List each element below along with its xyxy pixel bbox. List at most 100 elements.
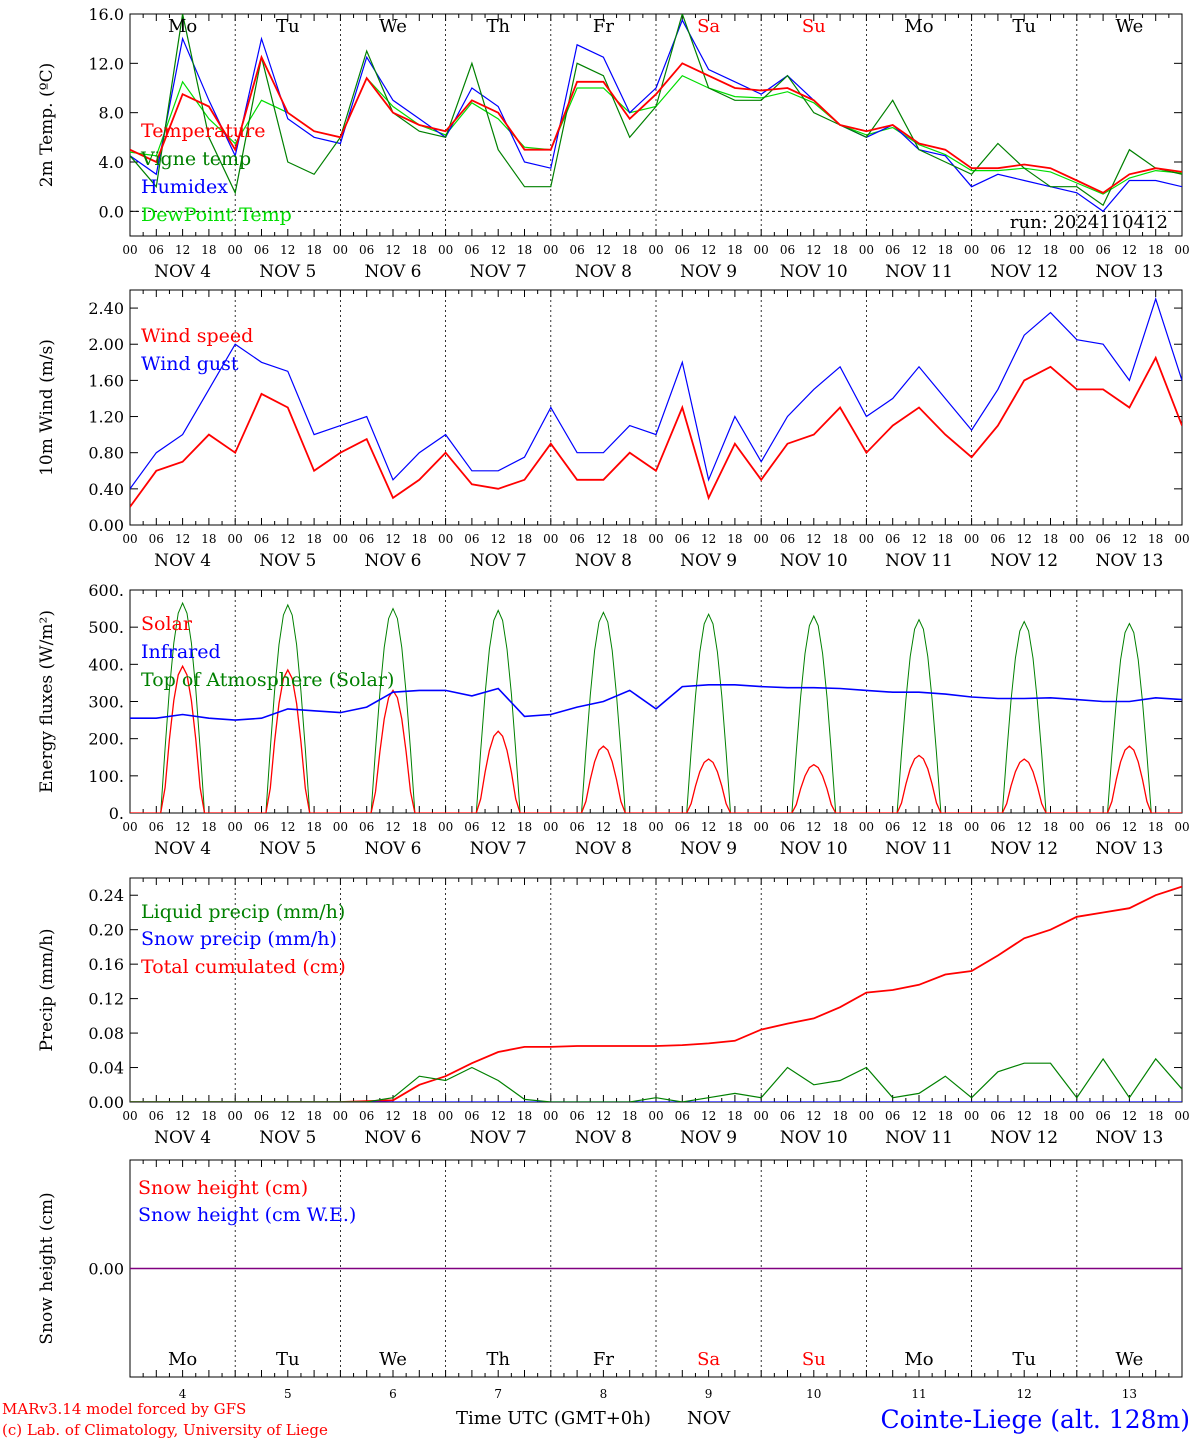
hour-tick-label: 12: [491, 532, 506, 546]
x-axis-month: NOV: [687, 1408, 731, 1429]
day-label: NOV 7: [470, 262, 527, 282]
hour-tick-label: 12: [280, 820, 295, 834]
weekday-label-top: Fr: [593, 16, 614, 37]
hour-tick-label: 06: [675, 1109, 690, 1123]
hour-tick-label: 06: [1095, 1109, 1110, 1123]
hour-tick-label: 00: [1069, 1109, 1084, 1123]
hour-tick-label: 00: [754, 820, 769, 834]
hour-tick-label: 18: [727, 820, 742, 834]
hour-tick-label: 00: [648, 243, 663, 257]
hour-tick-label: 12: [701, 532, 716, 546]
day-label: NOV 9: [680, 551, 737, 571]
day-number-label: 8: [600, 1387, 608, 1401]
hour-tick-label: 06: [464, 243, 479, 257]
hour-tick-label: 18: [622, 243, 637, 257]
hour-tick-label: 06: [885, 820, 900, 834]
day-label: NOV 13: [1095, 839, 1163, 859]
hour-tick-label: 18: [938, 532, 953, 546]
y-tick-label: 0.00: [88, 1093, 124, 1112]
hour-tick-label: 06: [1095, 532, 1110, 546]
legend-entry: Snow height (cm W.E.): [138, 1204, 356, 1226]
hour-tick-label: 00: [1069, 532, 1084, 546]
day-label: NOV 10: [780, 551, 848, 571]
hour-tick-label: 00: [122, 532, 137, 546]
day-number-label: 5: [284, 1387, 292, 1401]
y-tick-label: 1.20: [88, 408, 124, 427]
hour-tick-label: 06: [149, 243, 164, 257]
weekday-label-top: Su: [802, 16, 826, 37]
hour-tick-label: 00: [438, 820, 453, 834]
hour-tick-label: 06: [780, 532, 795, 546]
y-tick-label: 0.08: [88, 1024, 124, 1043]
hour-tick-label: 18: [517, 532, 532, 546]
hour-tick-label: 12: [701, 820, 716, 834]
hour-tick-label: 00: [543, 820, 558, 834]
hour-tick-label: 00: [859, 820, 874, 834]
series-line-humidex: [130, 18, 1182, 213]
hour-tick-label: 12: [280, 1109, 295, 1123]
day-label: NOV 7: [470, 1128, 527, 1148]
y-tick-label: 300.: [88, 693, 124, 712]
day-label: NOV 6: [364, 839, 421, 859]
day-label: NOV 12: [990, 262, 1058, 282]
hour-tick-label: 12: [911, 820, 926, 834]
hour-tick-label: 12: [385, 532, 400, 546]
hour-tick-label: 06: [149, 532, 164, 546]
day-number-label: 13: [1122, 1387, 1137, 1401]
hour-tick-label: 12: [1122, 820, 1137, 834]
series-line-total-cumulated-cm-: [130, 885, 1182, 1102]
hour-tick-label: 00: [1069, 820, 1084, 834]
hour-tick-label: 06: [569, 243, 584, 257]
series-line-temperature: [130, 54, 1182, 194]
hour-tick-label: 12: [491, 243, 506, 257]
hour-tick-label: 18: [1043, 1109, 1058, 1123]
weekday-label-bottom: We: [379, 1349, 407, 1370]
hour-tick-label: 18: [201, 820, 216, 834]
day-label: NOV 8: [575, 551, 632, 571]
y-tick-label: 1.60: [88, 371, 124, 390]
hour-tick-label: 06: [254, 243, 269, 257]
day-label: NOV 10: [780, 839, 848, 859]
hour-tick-label: 12: [385, 1109, 400, 1123]
hour-tick-label: 00: [964, 532, 979, 546]
hour-tick-label: 00: [122, 243, 137, 257]
day-label: NOV 11: [885, 551, 953, 571]
hour-tick-label: 18: [412, 1109, 427, 1123]
weekday-label-top: Th: [486, 16, 510, 37]
hour-tick-label: 00: [859, 532, 874, 546]
hour-tick-label: 06: [780, 1109, 795, 1123]
y-axis-label: Snow height (cm): [37, 1192, 57, 1344]
series-line-toa: [130, 601, 1182, 813]
panel-precip: 0.24 0.20 0.16 0.12 0.08 0.04 0.00 Precip (mm/h…: [37, 877, 1190, 1148]
hour-tick-label: 06: [569, 532, 584, 546]
weekday-label-bottom: Mo: [168, 1349, 197, 1370]
hour-tick-label: 06: [990, 532, 1005, 546]
y-axis-label: 2m Temp. (ºC): [37, 63, 57, 188]
legend-entry: Top of Atmosphere (Solar): [141, 669, 394, 691]
day-label: NOV 12: [990, 1128, 1058, 1148]
legend-entry: Snow height (cm): [138, 1177, 308, 1199]
day-label: NOV 5: [259, 1128, 316, 1148]
hour-tick-label: 00: [333, 532, 348, 546]
series-line-wind-speed: [130, 355, 1182, 508]
hour-tick-label: 06: [464, 532, 479, 546]
hour-tick-label: 00: [1069, 243, 1084, 257]
hour-tick-label: 18: [1043, 532, 1058, 546]
hour-tick-label: 06: [780, 243, 795, 257]
day-label: NOV 12: [990, 551, 1058, 571]
hour-tick-label: 12: [1122, 1109, 1137, 1123]
run-label: run: 2024110412: [1010, 212, 1168, 233]
hour-tick-label: 18: [412, 532, 427, 546]
hour-tick-label: 18: [201, 532, 216, 546]
series-line-infrared: [130, 683, 1182, 721]
hour-tick-label: 18: [1148, 820, 1163, 834]
y-tick-label: 0.16: [88, 955, 124, 974]
hour-tick-label: 00: [333, 243, 348, 257]
hour-tick-label: 12: [1122, 532, 1137, 546]
hour-tick-label: 00: [648, 532, 663, 546]
hour-tick-label: 06: [780, 820, 795, 834]
day-number-label: 11: [911, 1387, 926, 1401]
y-tick-label: 16.0: [88, 5, 124, 24]
hour-tick-label: 00: [964, 243, 979, 257]
